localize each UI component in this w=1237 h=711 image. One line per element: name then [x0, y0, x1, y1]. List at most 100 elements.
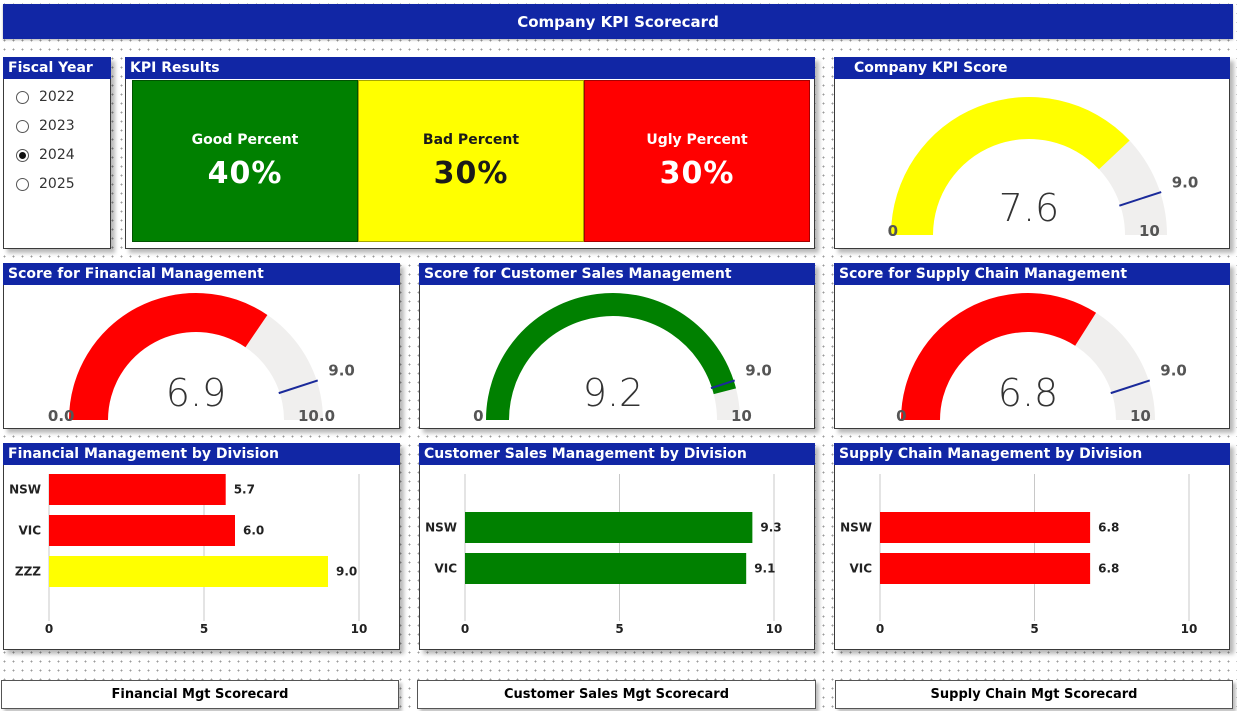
x-tick-label: 5 [615, 622, 623, 636]
gauge-target-marker [1110, 379, 1151, 395]
gauge-target-label: 9.0 [745, 362, 772, 380]
company-kpi-score-title: Company KPI Score [834, 57, 1230, 79]
gauge-min-label: 0 [896, 407, 906, 425]
customer-score-gauge: 9.2 0 10 9.0 [473, 292, 772, 425]
gauge-max-label: 10 [1139, 222, 1160, 240]
gauge-value-text: 7.6 [999, 186, 1059, 230]
customer-division-title: Customer Sales Management by Division [419, 443, 815, 465]
category-label: NSW [9, 483, 41, 497]
financial-score-gauge: 6.9 0.0 10.0 9.0 [48, 293, 355, 425]
data-label: 6.0 [243, 524, 264, 538]
fiscal-year-label: 2024 [39, 147, 75, 163]
data-label: 6.8 [1098, 521, 1119, 535]
financial-division-chart: 0 5 10 NSW 5.7 VIC 6.0 ZZZ 9.0 [9, 474, 368, 636]
financial-score-card: Score for Financial Management 6.9 0.0 10.… [3, 263, 400, 429]
gauge-min-label: 0 [473, 407, 483, 425]
x-tick-label: 10 [351, 622, 368, 636]
bad-percent-label: Bad Percent [422, 131, 520, 148]
radio-button[interactable] [16, 90, 29, 104]
radio-button-selected[interactable] [16, 148, 29, 162]
supply-score-title: Score for Supply Chain Management [834, 263, 1230, 285]
supply-division-card: Supply Chain Management by Division 0 5 10… [834, 443, 1230, 650]
gauge-value-arc [486, 292, 737, 420]
gauge-value-arc [69, 293, 268, 420]
bar-nsw[interactable] [880, 512, 1091, 543]
gauge-value-text: 9.2 [583, 371, 643, 415]
gauge-min-label: 0 [888, 222, 898, 240]
good-percent-label: Good Percent [191, 131, 299, 148]
financial-score-title: Score for Financial Management [3, 263, 400, 285]
fiscal-year-option-2023[interactable]: 2023 [16, 118, 75, 134]
bad-percent-tile: Bad Percent 30% [358, 80, 584, 242]
gauge-value-arc [901, 293, 1097, 420]
fiscal-year-option-2022[interactable]: 2022 [16, 89, 75, 105]
data-label: 9.1 [754, 562, 775, 576]
customer-division-card: Customer Sales Management by Division 0 5… [419, 443, 815, 650]
category-label: NSW [840, 521, 872, 535]
radio-button[interactable] [16, 119, 29, 133]
customer-sales-scorecard-button[interactable]: Customer Sales Mgt Scorecard [417, 680, 816, 709]
gauge-max-label: 10.0 [298, 407, 335, 425]
gauge-max-label: 10 [731, 407, 752, 425]
gauge-value-text: 6.8 [998, 371, 1058, 415]
x-tick-label: 10 [766, 622, 783, 636]
fiscal-year-label: 2025 [39, 176, 75, 192]
category-label: VIC [434, 562, 457, 576]
data-label: 9.3 [760, 521, 781, 535]
gauge-target-label: 9.0 [1160, 362, 1187, 380]
supply-chain-scorecard-button[interactable]: Supply Chain Mgt Scorecard [835, 680, 1233, 709]
ugly-percent-label: Ugly Percent [646, 131, 748, 148]
gauge-target-marker [278, 379, 319, 395]
data-label: 6.8 [1098, 562, 1119, 576]
fiscal-year-slicer: Fiscal Year 2022 2023 2024 2025 [3, 57, 111, 249]
bar-vic[interactable] [49, 515, 235, 546]
category-label: VIC [849, 562, 872, 576]
x-tick-label: 0 [876, 622, 884, 636]
good-percent-tile: Good Percent 40% [132, 80, 358, 242]
financial-division-card: Financial Management by Division 0 5 10 NSW… [3, 443, 400, 650]
customer-division-chart: 0 5 10 NSW 9.3 VIC 9.1 [425, 474, 783, 636]
x-tick-label: 0 [45, 622, 53, 636]
fiscal-year-option-2024[interactable]: 2024 [16, 147, 75, 163]
x-tick-label: 0 [461, 622, 469, 636]
fiscal-year-title: Fiscal Year [3, 57, 111, 79]
gauge-target-label: 9.0 [328, 362, 355, 380]
ugly-percent-value: 30% [659, 155, 735, 191]
kpi-results-card: KPI Results Good Percent 40% Bad Percent… [125, 57, 815, 249]
x-tick-label: 5 [1030, 622, 1038, 636]
supply-score-gauge: 6.8 0 10 9.0 [896, 293, 1187, 425]
category-label: ZZZ [15, 565, 41, 579]
supply-score-card: Score for Supply Chain Management 6.8 0 10… [834, 263, 1230, 429]
bar-vic[interactable] [465, 553, 747, 584]
gauge-target-label: 9.0 [1172, 173, 1199, 191]
gauge-min-label: 0.0 [48, 407, 75, 425]
fiscal-year-label: 2022 [39, 89, 75, 105]
bad-percent-value: 30% [433, 155, 509, 191]
supply-division-chart: 0 5 10 NSW 6.8 VIC 6.8 [840, 474, 1198, 636]
gauge-target-marker [710, 379, 736, 390]
customer-score-title: Score for Customer Sales Management [419, 263, 815, 285]
kpi-results-title: KPI Results [125, 57, 815, 79]
customer-score-card: Score for Customer Sales Management 9.2 0… [419, 263, 815, 429]
financial-scorecard-button[interactable]: Financial Mgt Scorecard [1, 680, 399, 709]
data-label: 5.7 [234, 483, 255, 497]
bar-nsw[interactable] [465, 512, 753, 543]
bar-zzz[interactable] [49, 556, 328, 587]
financial-division-title: Financial Management by Division [3, 443, 400, 465]
radio-button[interactable] [16, 177, 29, 191]
gauge-target-marker [1119, 191, 1162, 207]
bar-nsw[interactable] [49, 474, 226, 505]
bar-vic[interactable] [880, 553, 1091, 584]
dashboard-title: Company KPI Scorecard [3, 4, 1233, 39]
gauge-value-arc [891, 97, 1130, 235]
x-tick-label: 10 [1181, 622, 1198, 636]
fiscal-year-option-2025[interactable]: 2025 [16, 176, 75, 192]
gauge-max-label: 10 [1130, 407, 1151, 425]
data-label: 9.0 [336, 565, 357, 579]
gauge-value-text: 6.9 [166, 371, 226, 415]
company-kpi-score-card: Company KPI Score 7.6 0 10 9.0 [834, 57, 1230, 249]
category-label: NSW [425, 521, 457, 535]
good-percent-value: 40% [207, 155, 283, 191]
ugly-percent-tile: Ugly Percent 30% [584, 80, 810, 242]
x-tick-label: 5 [200, 622, 208, 636]
